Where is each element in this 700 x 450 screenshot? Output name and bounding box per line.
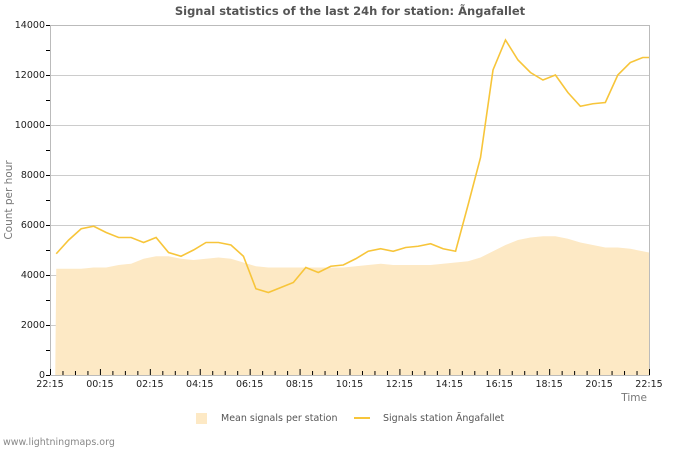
x-tick-label: 22:15 [635, 379, 662, 390]
x-tick-label: 18:15 [535, 379, 562, 390]
y-axis-title: Count per hour [3, 160, 15, 240]
x-tick-label: 08:15 [286, 379, 313, 390]
x-tick-label: 14:15 [436, 379, 463, 390]
legend-swatch-station-line [354, 417, 370, 419]
legend-swatch-mean-area [196, 412, 207, 424]
x-axis-title: Time [620, 392, 647, 404]
x-tick-label: 00:15 [86, 379, 113, 390]
x-tick-label: 02:15 [136, 379, 163, 390]
x-tick-label: 20:15 [585, 379, 612, 390]
x-tick-label: 04:15 [186, 379, 213, 390]
x-axis-tick-labels: 22:15 00:15 02:15 04:15 06:15 08:15 10:15 12:15… [36, 379, 662, 390]
legend-item-station: Signals station Ãngafallet [354, 410, 504, 426]
x-tick-label: 06:15 [236, 379, 263, 390]
footer-link[interactable]: www.lightningmaps.org [3, 437, 115, 448]
legend-item-mean: Mean signals per station [196, 410, 337, 426]
mean-signals-area [55, 236, 650, 375]
y-axis-tick-labels: 0 2000 4000 6000 8000 10000 12000 14000 [15, 20, 45, 381]
y-tick-label: 0 [39, 370, 45, 381]
y-tick-label: 4000 [21, 270, 45, 281]
y-tick-label: 12000 [15, 70, 45, 81]
y-tick-label: 6000 [21, 220, 45, 231]
chart-title: Signal statistics of the last 24h for st… [174, 4, 526, 18]
x-tick-label: 22:15 [36, 379, 63, 390]
x-tick-label: 10:15 [336, 379, 363, 390]
legend: Mean signals per station Signals station… [0, 410, 700, 426]
y-tick-label: 2000 [21, 320, 45, 331]
legend-label-station: Signals station Ãngafallet [383, 412, 505, 424]
station-signals-line [55, 38, 649, 294]
x-tick-label: 16:15 [486, 379, 513, 390]
y-tick-label: 8000 [21, 170, 45, 181]
x-tick-label: 12:15 [386, 379, 413, 390]
y-tick-label: 10000 [15, 120, 45, 131]
legend-label-mean: Mean signals per station [221, 412, 338, 424]
axes [46, 25, 650, 376]
y-tick-label: 14000 [15, 20, 45, 31]
